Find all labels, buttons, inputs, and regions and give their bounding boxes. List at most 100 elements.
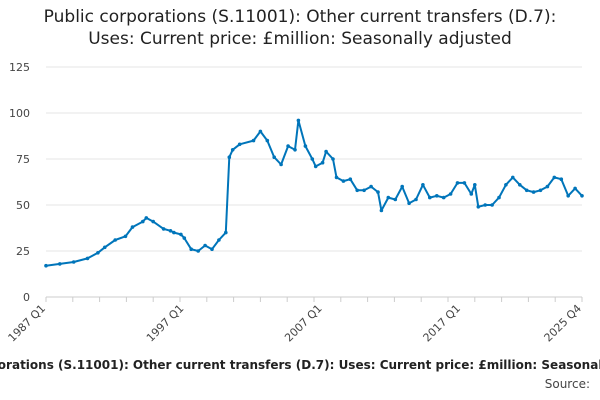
data-point: [144, 216, 149, 220]
y-tick-label: 0: [23, 291, 30, 304]
data-point: [552, 175, 557, 180]
legend-series-label: Public corporations (S.11001): Other cur…: [0, 358, 600, 372]
data-point: [161, 227, 166, 231]
series-line: [45, 119, 583, 267]
data-point: [483, 203, 488, 207]
data-point: [490, 203, 494, 207]
data-point: [168, 229, 173, 233]
data-point: [400, 184, 405, 189]
data-point: [179, 232, 183, 237]
data-point: [469, 192, 474, 196]
data-point: [455, 181, 460, 185]
data-point: [85, 256, 90, 261]
data-point: [511, 175, 515, 180]
data-point: [303, 144, 308, 148]
data-point: [130, 225, 135, 229]
data-point: [103, 245, 107, 250]
chart-title-line-2: Uses: Current price: £million: Seasonall…: [88, 29, 512, 49]
data-point: [151, 219, 155, 224]
x-tick-label: 2017 Q1: [421, 302, 464, 345]
data-point: [196, 249, 200, 253]
data-point: [123, 234, 128, 239]
data-point: [518, 183, 522, 187]
data-point: [348, 177, 353, 181]
data-point: [251, 138, 256, 143]
data-point: [224, 230, 228, 235]
data-point: [279, 162, 283, 167]
data-point: [293, 148, 297, 152]
data-point: [96, 251, 100, 255]
chart-title: Public corporations (S.11001): Other cur…: [0, 6, 600, 50]
data-point: [189, 247, 193, 251]
data-point: [393, 197, 398, 202]
data-point: [473, 183, 477, 187]
data-point: [341, 179, 346, 183]
data-point: [172, 230, 176, 235]
data-point: [566, 194, 570, 198]
data-point: [421, 183, 425, 187]
data-point: [313, 164, 318, 169]
data-point: [258, 129, 263, 134]
data-point: [203, 243, 207, 248]
data-point: [407, 201, 411, 205]
y-tick-label: 50: [16, 199, 30, 212]
data-point: [182, 236, 187, 240]
data-point: [545, 184, 550, 189]
data-point: [524, 188, 529, 193]
data-point: [504, 183, 508, 187]
data-point: [334, 175, 339, 180]
data-point: [538, 188, 543, 193]
data-point: [379, 208, 384, 213]
data-point: [462, 181, 467, 185]
data-point: [217, 238, 221, 242]
x-tick-label: 1997 Q1: [144, 302, 187, 345]
x-tick-label: 2007 Q1: [282, 302, 325, 345]
data-point: [476, 205, 481, 209]
data-point: [441, 195, 446, 200]
data-point: [369, 184, 373, 189]
data-point: [559, 177, 564, 181]
y-tick-label: 25: [16, 245, 30, 258]
x-tick-label: 1987 Q1: [6, 302, 49, 345]
chart-title-line-1: Public corporations (S.11001): Other cur…: [43, 7, 557, 27]
data-point: [324, 149, 328, 154]
data-point: [320, 160, 325, 165]
data-point: [113, 238, 117, 242]
data-point: [310, 157, 315, 161]
data-point: [296, 118, 301, 123]
series: [44, 118, 584, 268]
data-point: [497, 195, 501, 200]
data-point: [210, 247, 214, 251]
y-tick-label: 75: [16, 153, 30, 166]
data-point: [230, 148, 235, 152]
data-point: [227, 155, 232, 159]
y-tick-label: 100: [9, 107, 30, 120]
data-point: [573, 186, 577, 191]
data-point: [355, 188, 360, 193]
data-point: [272, 155, 277, 159]
data-point: [362, 188, 366, 193]
data-point: [286, 144, 290, 148]
data-point: [58, 262, 62, 266]
y-tick-label: 125: [9, 61, 30, 74]
data-point: [435, 194, 439, 198]
data-point: [376, 190, 380, 194]
data-point: [531, 190, 536, 194]
legend: Public corporations (S.11001): Other cur…: [0, 358, 600, 376]
data-point: [44, 263, 48, 268]
data-point: [386, 195, 391, 200]
data-point: [414, 197, 418, 202]
data-point: [448, 192, 453, 196]
x-tick-label: 2025 Q4: [542, 302, 585, 345]
data-point: [265, 138, 270, 143]
axes: 0 25 50 75 100 125 1987 Q1 1997 Q1 2007 Q1 2017 Q…: [6, 61, 585, 344]
data-point: [428, 195, 432, 200]
data-point: [141, 219, 145, 224]
data-point: [331, 157, 335, 161]
data-point: [237, 142, 242, 147]
source-label: Source:: [544, 377, 590, 391]
data-point: [71, 260, 76, 264]
data-point: [580, 194, 584, 198]
